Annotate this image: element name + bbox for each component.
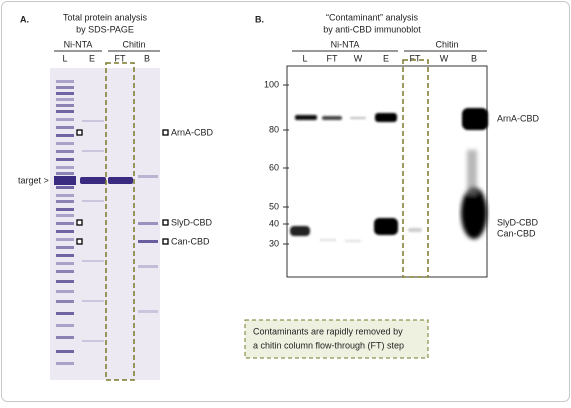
- gel-band: [138, 175, 158, 178]
- lane-label: E: [89, 53, 95, 63]
- gel-band: [56, 98, 74, 101]
- lane-label: W: [354, 53, 363, 63]
- gel-band: [56, 194, 74, 197]
- band-label: Can-CBD: [171, 236, 210, 246]
- mw-label: 40: [269, 218, 279, 228]
- gel-band: [138, 240, 158, 243]
- gel-band: [56, 254, 74, 257]
- gel-band: [56, 158, 74, 161]
- gel-band: [56, 110, 74, 113]
- gel-band: [56, 350, 74, 353]
- gel-band: [56, 336, 74, 339]
- mw-label: 80: [269, 124, 279, 134]
- gel-band: [56, 246, 74, 249]
- gel-band: [56, 312, 74, 315]
- gel-band: [108, 177, 133, 184]
- lane-label: FT: [115, 53, 126, 63]
- band-label: SlyD-CBD: [171, 217, 213, 227]
- gel-band: [56, 290, 74, 293]
- lane-label: L: [302, 53, 307, 63]
- gel-band: [82, 200, 104, 202]
- panel-title: by SDS-PAGE: [76, 24, 134, 34]
- mw-label: 60: [269, 162, 279, 172]
- gel-band: [56, 126, 74, 129]
- panel-title: by anti-CBD immunoblot: [323, 24, 421, 34]
- gel-band: [56, 280, 74, 283]
- lane-label: B: [144, 53, 150, 63]
- gel-band: [56, 200, 74, 203]
- group-label: Chitin: [435, 39, 458, 49]
- gel-band: [56, 324, 74, 327]
- note-box: [244, 319, 429, 359]
- gel-bands: [54, 80, 158, 365]
- gel-band: [138, 222, 158, 225]
- gel-band: [56, 230, 74, 233]
- gel-band: [56, 166, 74, 169]
- lane-label: FT: [410, 53, 421, 63]
- mw-markers: 100 80 60 50 40 30: [264, 79, 289, 248]
- gel-band: [56, 80, 74, 83]
- gel-band: [80, 177, 106, 184]
- lane-label: FT: [327, 53, 338, 63]
- gel-band: [56, 134, 74, 137]
- gel-band: [56, 142, 74, 145]
- panel-title: “Contaminant” analysis: [326, 12, 419, 22]
- blot-smear: [461, 150, 487, 239]
- gel-band: [138, 310, 158, 313]
- group-label: Chitin: [122, 39, 145, 49]
- gel-band: [56, 92, 74, 95]
- gel-band: [56, 186, 74, 189]
- gel-band: [56, 172, 74, 175]
- band-label: ArnA-CBD: [497, 113, 540, 123]
- highlight-box: [105, 62, 135, 381]
- gel-band: [56, 118, 74, 121]
- lane-label: E: [383, 53, 389, 63]
- note-text: a chitin column flow-through (FT) step: [253, 340, 404, 350]
- blot: [286, 65, 488, 278]
- band-label: ArnA-CBD: [171, 127, 214, 137]
- gel-band: [56, 362, 74, 365]
- lane-label: L: [62, 53, 67, 63]
- panel-letter: A.: [20, 14, 29, 24]
- markers: [76, 129, 169, 245]
- gel-band: [138, 265, 158, 268]
- gel-band: [56, 214, 74, 217]
- group-label: Ni-NTA: [64, 39, 93, 49]
- gel-band: [56, 238, 74, 241]
- gel-band: [82, 150, 104, 152]
- note-text: Contaminants are rapidly removed by: [253, 326, 403, 336]
- gel-band: [82, 340, 104, 342]
- gel-band: [56, 300, 74, 303]
- mw-label: 30: [269, 238, 279, 248]
- gel-band: [82, 120, 104, 122]
- lane-label: W: [440, 53, 449, 63]
- band-label: Can-CBD: [497, 228, 536, 238]
- gel-band: [56, 208, 74, 211]
- gel-band: [56, 222, 74, 225]
- gel-band: [56, 86, 74, 89]
- band-label: SlyD-CBD: [497, 217, 539, 227]
- gel-band: [54, 176, 76, 185]
- gel-band: [56, 262, 74, 265]
- blot-bands: [290, 108, 488, 242]
- mw-label: 50: [269, 201, 279, 211]
- gel-band: [56, 150, 74, 153]
- gel-band: [82, 300, 104, 302]
- lane-label: B: [471, 53, 477, 63]
- panel-title: Total protein analysis: [63, 12, 148, 22]
- target-label: target >: [18, 175, 49, 185]
- gel-band: [56, 104, 74, 107]
- panel-letter: B.: [255, 14, 264, 24]
- highlight-box: [402, 59, 429, 278]
- gel-band: [82, 260, 104, 262]
- gel-band: [56, 270, 74, 273]
- group-label: Ni-NTA: [331, 39, 360, 49]
- mw-label: 100: [264, 79, 279, 89]
